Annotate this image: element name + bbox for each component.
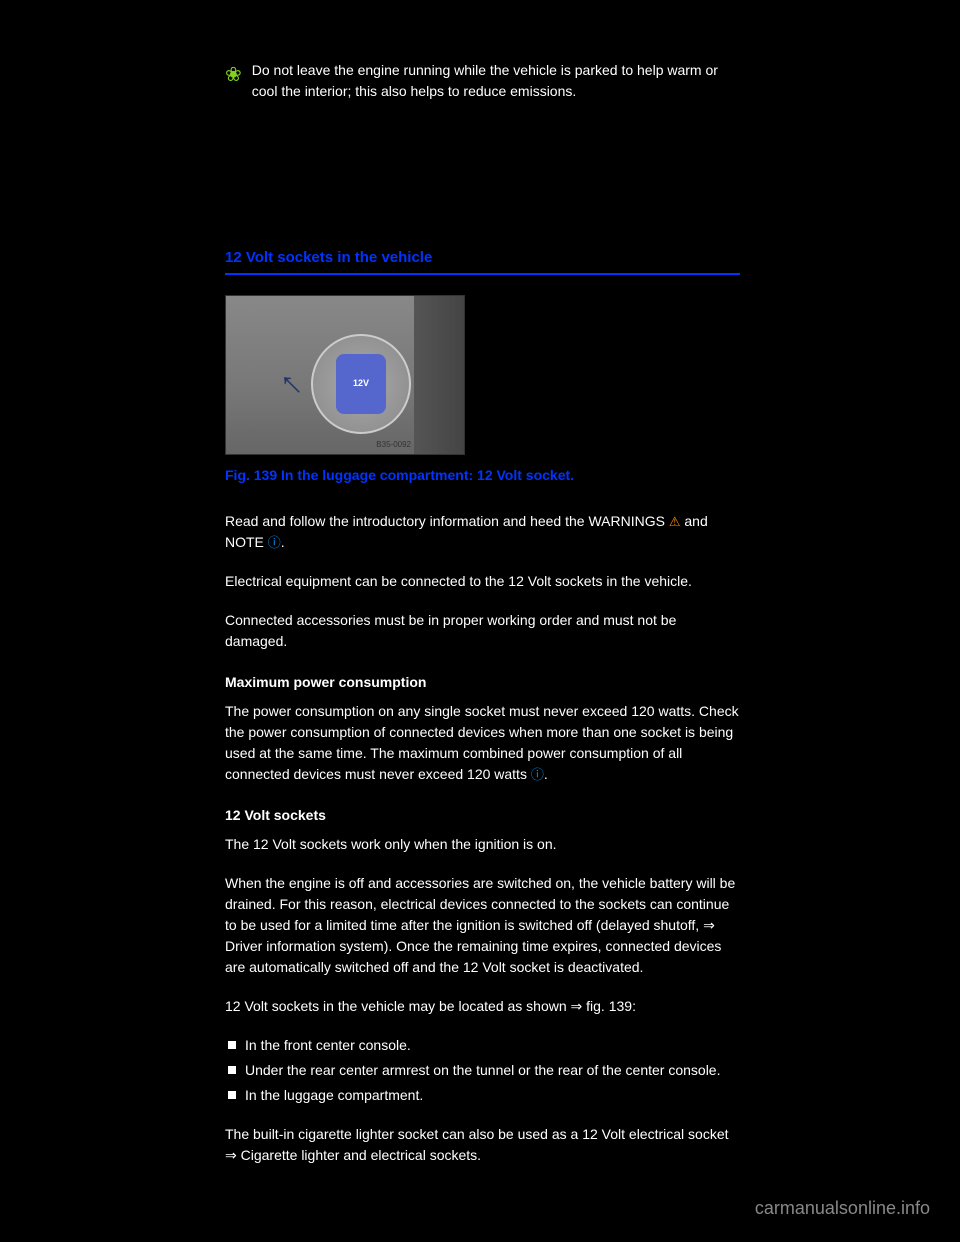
subheading-max-power: Maximum power consumption [225, 672, 740, 693]
paragraph-6: The built-in cigarette lighter socket ca… [225, 1124, 740, 1166]
warning-triangle-icon: ⚠ [669, 514, 681, 529]
socket-label: 12V [336, 354, 386, 414]
arrow-icon: ↑ [265, 357, 316, 408]
intro-text-1: Read and follow the introductory informa… [225, 513, 669, 529]
intro-text-3: . [281, 534, 285, 550]
paragraph-3-end: . [544, 766, 548, 782]
watermark: carmanualsonline.info [755, 1195, 930, 1222]
paragraph-5: When the engine is off and accessories a… [225, 873, 740, 978]
paragraph-1: Electrical equipment can be connected to… [225, 571, 740, 592]
paragraph-2: Connected accessories must be in proper … [225, 610, 740, 652]
paragraph-3: The power consumption on any single sock… [225, 701, 740, 785]
list-item: In the front center console. [225, 1035, 740, 1056]
intro-paragraph: Read and follow the introductory informa… [225, 511, 740, 553]
figure-caption: Fig. 139 In the luggage compartment: 12 … [225, 465, 740, 486]
paragraph-4: The 12 Volt sockets work only when the i… [225, 834, 740, 855]
list-intro: 12 Volt sockets in the vehicle may be lo… [225, 996, 740, 1017]
section-heading: 12 Volt sockets in the vehicle [225, 247, 740, 275]
list-item: Under the rear center armrest on the tun… [225, 1060, 740, 1081]
socket-location-list: In the front center console. Under the r… [225, 1035, 740, 1106]
tip-block: ❀ Do not leave the engine running while … [225, 60, 740, 102]
figure: ↑ 12V B35-0092 [225, 295, 740, 455]
subheading-12v-sockets: 12 Volt sockets [225, 805, 740, 826]
socket-callout: 12V [311, 334, 411, 434]
tip-text: Do not leave the engine running while th… [252, 60, 740, 102]
panel-right [414, 296, 464, 454]
paragraph-3-text: The power consumption on any single sock… [225, 703, 739, 782]
figure-image: ↑ 12V B35-0092 [225, 295, 465, 455]
list-item: In the luggage compartment. [225, 1085, 740, 1106]
page-content: ❀ Do not leave the engine running while … [0, 0, 960, 1224]
image-code: B35-0092 [376, 439, 411, 451]
flower-icon: ❀ [225, 60, 242, 90]
note-circle-icon: ⓘ [268, 535, 281, 550]
note-circle-icon: ⓘ [531, 767, 544, 782]
